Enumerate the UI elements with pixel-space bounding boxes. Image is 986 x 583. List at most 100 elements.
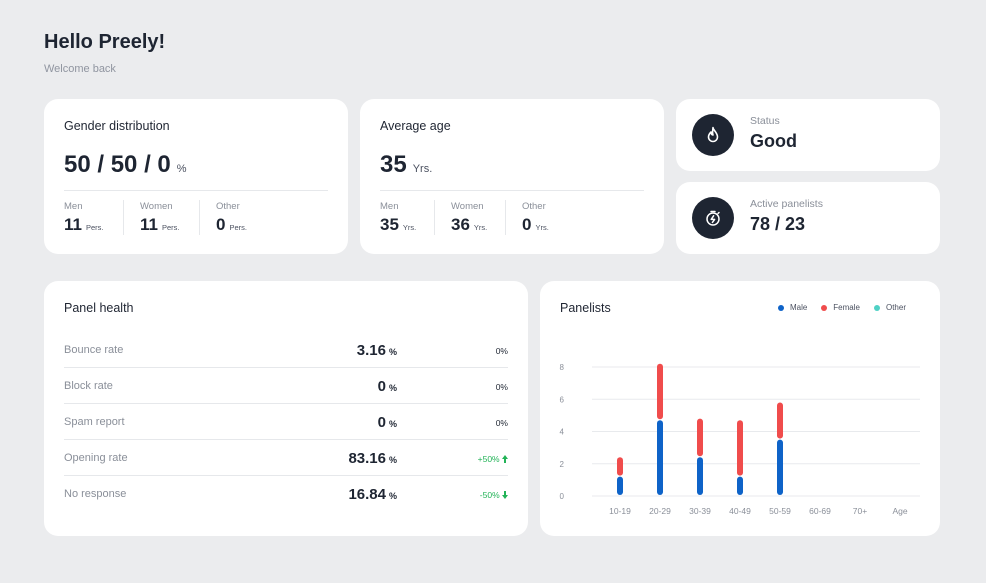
x-tick-label: 70+ [853, 506, 867, 516]
chart-legend: Male Female Other [777, 303, 906, 312]
stat-unit: Yrs. [535, 223, 549, 232]
panel-health-card: Panel health Bounce rate 3.16% 0% Block … [44, 281, 528, 536]
y-tick-label: 4 [560, 428, 565, 437]
legend-dot [777, 304, 784, 311]
y-tick-label: 6 [560, 395, 565, 404]
gender-ratio: 50 / 50 / 0% [64, 151, 187, 179]
x-tick-label: 30-39 [689, 506, 711, 516]
bar-segment-male [657, 420, 663, 495]
divider [64, 190, 328, 191]
page-title: Hello Preely! [44, 31, 166, 53]
metric-unit: % [388, 347, 397, 357]
stat-number: 0 [522, 215, 532, 234]
stat-other: Other 0 Pers. [216, 201, 247, 235]
bar-segment-female [617, 457, 623, 476]
legend-label: Female [833, 303, 860, 312]
bar-segment-female [777, 402, 783, 439]
stat-number: 36 [451, 215, 470, 234]
metric-value: 0% [378, 378, 397, 395]
stat-value: 35 Yrs. [380, 215, 416, 235]
gender-distribution-card: Gender distribution 50 / 50 / 0% Men 11 P… [44, 99, 348, 254]
status-value: Good [750, 131, 797, 151]
metric-value: 3.16% [357, 342, 397, 359]
metric-unit: % [388, 419, 397, 429]
stat-label: Women [451, 201, 484, 212]
metric-change: 0% [495, 346, 508, 356]
metric-change: -50% [480, 490, 508, 500]
metric-number: 16.84 [348, 486, 386, 503]
stat-label: Women [140, 201, 173, 212]
metric-unit: % [388, 455, 397, 465]
stat-value: 11 Pers. [64, 215, 104, 235]
x-tick-label: 40-49 [729, 506, 751, 516]
average-age-card: Average age 35 Yrs. Men 35 Yrs. Women 36 Yr… [360, 99, 664, 254]
legend-item-other: Other [873, 303, 906, 312]
stat-men: Men 35 Yrs. [380, 201, 416, 235]
stat-women: Women 36 Yrs. [451, 201, 487, 235]
arrow-down-icon [502, 491, 508, 499]
active-panelists-label: Active panelists [750, 198, 823, 210]
stat-value: 0 Pers. [216, 215, 247, 235]
metric-name: No response [64, 488, 127, 500]
metric-value: 0% [378, 414, 397, 431]
stat-value: 0 Yrs. [522, 215, 549, 235]
legend-dot [873, 304, 880, 311]
stat-label: Men [380, 201, 399, 212]
status-card: Status Good [676, 99, 940, 171]
y-tick-label: 2 [560, 460, 565, 469]
bar-segment-male [737, 476, 743, 495]
card-title: Panelists [560, 301, 611, 315]
metric-value: 83.16% [348, 450, 397, 467]
stat-label: Other [522, 201, 546, 212]
x-tick-label: 50-59 [769, 506, 791, 516]
x-tick-label: 60-69 [809, 506, 831, 516]
health-row-no-response: No response 16.84% -50% [64, 476, 508, 512]
metric-number: 3.16 [356, 342, 386, 359]
average-age-unit: Yrs. [412, 163, 433, 175]
stat-women: Women 11 Pers. [140, 201, 180, 235]
legend-dot [821, 304, 828, 311]
divider [123, 200, 124, 235]
health-row-spam-report: Spam report 0% 0% [64, 404, 508, 440]
card-title: Gender distribution [64, 119, 170, 133]
divider [380, 190, 644, 191]
metric-change-value: +50% [477, 454, 500, 464]
legend-label: Other [885, 303, 906, 312]
stat-unit: Yrs. [473, 223, 488, 232]
metric-number: 0 [377, 378, 386, 395]
stat-label: Men [64, 201, 83, 212]
stat-unit: Pers. [161, 223, 180, 232]
bar-segment-female [697, 418, 703, 457]
active-panelists-card: Active panelists 78 / 23 [676, 182, 940, 254]
stat-unit: Yrs. [402, 223, 417, 232]
stat-number: 11 [64, 215, 82, 234]
metric-number: 83.16 [348, 450, 386, 467]
metric-number: 0 [377, 414, 386, 431]
average-age-value: 35 [380, 151, 407, 178]
average-age: 35 Yrs. [380, 151, 432, 179]
legend-item-male: Male [777, 303, 808, 312]
divider [199, 200, 200, 235]
bar-segment-female [657, 363, 663, 420]
stat-unit: Pers. [85, 223, 104, 232]
page-subtitle: Welcome back [44, 63, 116, 75]
panelists-chart-card: Panelists Male Female Other 0 2 4 6 8 10-19 20… [540, 281, 940, 536]
y-tick-label: 0 [560, 492, 565, 501]
card-title: Average age [380, 119, 451, 133]
status-label: Status [750, 115, 780, 127]
legend-label: Male [789, 303, 808, 312]
stat-number: 0 [216, 215, 226, 234]
metric-value: 16.84% [348, 486, 397, 503]
metric-change-value: -50% [479, 490, 500, 500]
health-row-opening-rate: Opening rate 83.16% +50% [64, 440, 508, 476]
stat-other: Other 0 Yrs. [522, 201, 549, 235]
divider [505, 200, 506, 235]
bar-segment-female [737, 420, 743, 476]
bar-segment-male [777, 439, 783, 495]
gender-ratio-unit: % [176, 163, 187, 175]
x-tick-label: 10-19 [609, 506, 631, 516]
stat-value: 11 Pers. [140, 215, 180, 235]
stopwatch-bolt-icon [692, 197, 734, 239]
health-row-block-rate: Block rate 0% 0% [64, 368, 508, 404]
stat-number: 35 [380, 215, 399, 234]
